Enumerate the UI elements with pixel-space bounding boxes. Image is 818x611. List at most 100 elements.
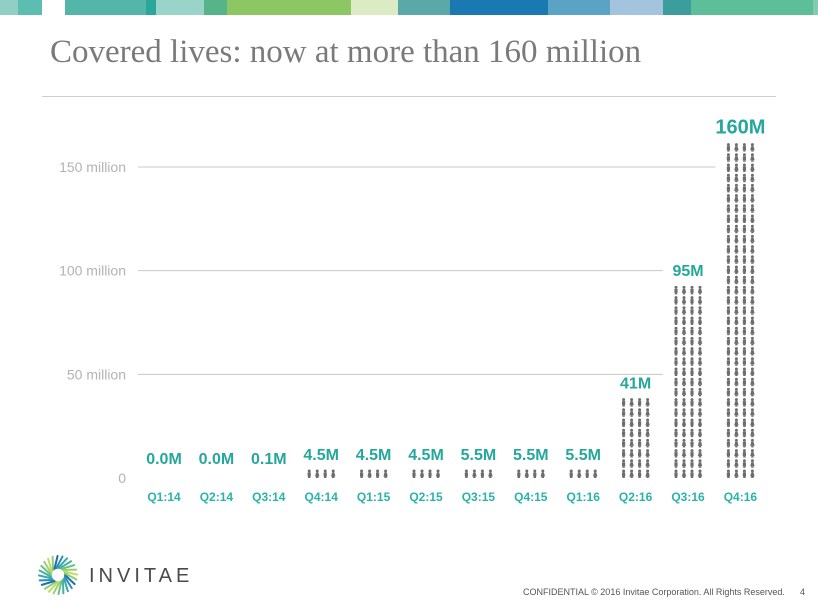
person-head [734, 398, 738, 402]
person-legs [743, 221, 746, 223]
person-head [674, 418, 678, 422]
person-legs [735, 303, 738, 305]
person-legs [727, 425, 730, 427]
person-head [734, 204, 738, 208]
person-head [436, 469, 440, 473]
person-legs [735, 456, 738, 458]
person-body [734, 370, 739, 375]
header-color-band [0, 0, 818, 15]
person-legs [698, 456, 702, 458]
person-head [734, 275, 738, 279]
person-head [726, 316, 730, 320]
person-head [734, 387, 738, 391]
person-legs [743, 374, 746, 376]
person-legs [743, 466, 746, 468]
person-body [734, 431, 739, 436]
person-body [742, 299, 746, 304]
person-body [742, 207, 746, 212]
person-legs [638, 456, 641, 458]
bar-Q1:15 [360, 469, 388, 478]
person-body [674, 472, 678, 477]
person-legs [674, 394, 678, 397]
person-body [638, 431, 642, 436]
x-tick-label: Q1:14 [147, 490, 181, 504]
person-legs [735, 466, 738, 468]
person-body [681, 380, 687, 385]
person-legs [690, 425, 694, 427]
person-legs [465, 476, 468, 478]
person-body [674, 309, 678, 314]
person-body [734, 390, 739, 395]
brand-name: INVITAE [89, 565, 194, 587]
person-legs [698, 364, 702, 366]
person-head [674, 428, 678, 432]
slide-title: Covered lives: now at more than 160 mill… [50, 34, 642, 70]
person-body [697, 329, 703, 334]
person-legs [698, 343, 702, 346]
person-head [674, 336, 678, 340]
person-head [698, 296, 702, 300]
person-legs [578, 476, 581, 478]
person-legs [727, 333, 730, 336]
person-body [742, 350, 746, 355]
person-head [638, 459, 642, 463]
person-head [726, 285, 730, 289]
person-head [674, 347, 678, 351]
person-body [681, 370, 687, 375]
person-head [750, 438, 754, 442]
x-tick-label: Q4:16 [724, 490, 758, 504]
person-legs [751, 364, 754, 366]
person-body [577, 472, 582, 477]
person-legs [698, 466, 702, 468]
person-legs [630, 466, 633, 468]
person-body [726, 299, 730, 304]
x-tick-label: Q2:15 [409, 490, 443, 504]
person-legs [751, 476, 754, 478]
person-legs [682, 384, 686, 387]
person-head [682, 316, 686, 320]
person-head [750, 194, 754, 198]
person-body [629, 462, 634, 467]
person-legs [698, 313, 702, 315]
person-body [480, 472, 484, 477]
person-legs [751, 282, 754, 285]
person-legs [674, 354, 678, 356]
value-label: 5.5M [513, 447, 549, 464]
person-head [698, 336, 702, 340]
person-legs [751, 221, 754, 223]
person-head [682, 418, 686, 422]
person-head [690, 326, 694, 330]
person-head [734, 214, 738, 218]
person-head [742, 418, 746, 422]
person-body [367, 472, 372, 477]
person-body [734, 309, 739, 314]
person-head [726, 326, 730, 330]
person-legs [751, 231, 754, 234]
person-head [682, 306, 686, 310]
person-legs [735, 354, 738, 356]
person-head [630, 459, 634, 463]
person-legs [735, 282, 738, 285]
person-body [517, 472, 521, 477]
person-head [698, 408, 702, 412]
value-label: 95M [672, 263, 703, 280]
person-legs [751, 272, 754, 274]
person-head [525, 469, 529, 473]
person-legs [743, 241, 746, 244]
person-head [726, 387, 730, 391]
person-legs [622, 415, 625, 417]
person-head [646, 438, 650, 442]
person-body [742, 452, 746, 457]
person-head [726, 173, 730, 177]
person-body [674, 462, 678, 467]
person-body [734, 227, 739, 232]
person-body [750, 176, 755, 181]
value-label: 5.5M [565, 447, 601, 464]
person-body [734, 288, 739, 293]
person-body [750, 350, 755, 355]
person-legs [646, 476, 649, 478]
person-head [690, 459, 694, 463]
person-head [734, 408, 738, 412]
person-legs [622, 435, 625, 438]
person-body [540, 472, 545, 477]
